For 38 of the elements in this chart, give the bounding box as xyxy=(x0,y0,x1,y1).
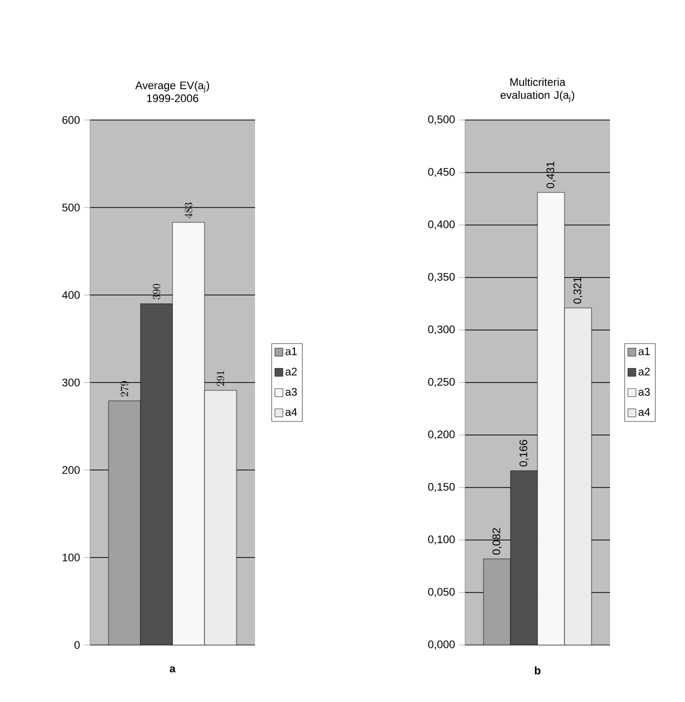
data-label: 390 xyxy=(152,284,160,300)
data-label: 0,431 xyxy=(546,162,556,188)
data-label: 0,166 xyxy=(519,440,529,466)
y-tick-label: 500 xyxy=(62,204,80,212)
y-tick-label: 200 xyxy=(62,466,80,474)
data-label: 0,082 xyxy=(492,528,502,555)
legend-label: a4 xyxy=(286,408,297,416)
y-tick-label: 0,150 xyxy=(428,482,455,492)
legend-label: a2 xyxy=(286,368,297,376)
y-tick-label: 0,350 xyxy=(428,272,455,282)
legend-label: a3 xyxy=(286,388,297,396)
y-tick-label: 0,050 xyxy=(428,588,455,598)
y-tick-label: 400 xyxy=(62,291,80,299)
y-tick-label: 100 xyxy=(62,554,80,562)
data-label: 483 xyxy=(184,202,192,218)
y-tick-label: 600 xyxy=(62,116,80,124)
y-tick-label: 0,450 xyxy=(428,168,455,178)
y-tick-label: 0,300 xyxy=(428,325,455,335)
y-tick-label: 0,500 xyxy=(428,115,455,125)
x-axis-title: a xyxy=(170,666,176,672)
legend-label: a1 xyxy=(638,348,650,356)
x-axis-title: b xyxy=(534,666,540,674)
y-tick-label: 0,100 xyxy=(428,535,455,545)
y-tick-label: 0,200 xyxy=(428,430,455,440)
legend-label: a3 xyxy=(638,388,650,396)
data-label: 0,321 xyxy=(573,277,583,304)
data-label: 291 xyxy=(216,371,224,386)
y-tick-label: 0,000 xyxy=(428,640,455,650)
data-label: 279 xyxy=(120,381,128,396)
legend-label: a1 xyxy=(286,348,297,356)
y-tick-label: 0,250 xyxy=(428,378,455,388)
legend-label: a2 xyxy=(638,368,650,376)
y-tick-label: 0 xyxy=(74,641,80,649)
chart-title: Multicriteria evaluation J(a$_{j}$) xyxy=(500,78,574,102)
chart-title: Average EV(a$_{j}$) 1999-2006 xyxy=(135,81,210,102)
y-tick-label: 300 xyxy=(62,378,80,386)
legend-label: a4 xyxy=(638,408,650,416)
y-tick-label: 0,400 xyxy=(428,220,455,230)
